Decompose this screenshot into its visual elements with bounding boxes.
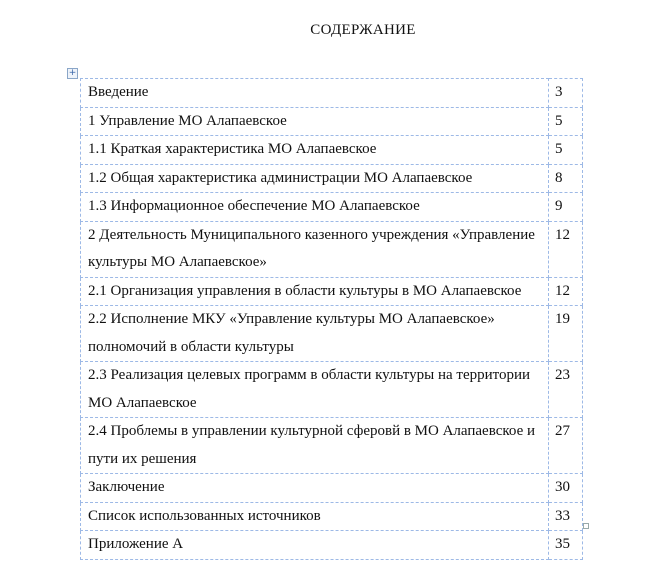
- toc-entry-page[interactable]: 12: [548, 220, 583, 278]
- toc-entry-text[interactable]: Приложение А: [80, 530, 549, 560]
- toc-entry-text[interactable]: 2.1 Организация управления в области кул…: [80, 276, 549, 306]
- toc-entry-page[interactable]: 8: [548, 163, 583, 193]
- toc-entry-page[interactable]: 9: [548, 192, 583, 222]
- toc-row: 2.2 Исполнение МКУ «Управление культуры …: [80, 305, 583, 362]
- toc-entry-text[interactable]: Список использованных источников: [80, 501, 549, 531]
- toc-row: 2.3 Реализация целевых программ в област…: [80, 361, 583, 418]
- toc-row: Список использованных источников 33: [80, 501, 583, 531]
- toc-entry-page[interactable]: 3: [548, 78, 583, 108]
- toc-entry-text[interactable]: 1.2 Общая характеристика администрации М…: [80, 163, 549, 193]
- toc-entry-text[interactable]: 2.4 Проблемы в управлении культурной сфе…: [80, 417, 549, 474]
- toc-entry-text[interactable]: 1.1 Краткая характеристика МО Алапаевско…: [80, 135, 549, 165]
- toc-row: 1 Управление МО Алапаевское 5: [80, 106, 583, 136]
- toc-entry-text[interactable]: Заключение: [80, 473, 549, 503]
- toc-row: 2 Деятельность Муниципального казенного …: [80, 220, 583, 278]
- toc-entry-text[interactable]: 2.3 Реализация целевых программ в област…: [80, 361, 549, 418]
- toc-row: 2.4 Проблемы в управлении культурной сфе…: [80, 417, 583, 474]
- toc-entry-page[interactable]: 30: [548, 473, 583, 503]
- toc-entry-text[interactable]: 1.3 Информационное обеспечение МО Алапае…: [80, 192, 549, 222]
- toc-entry-text[interactable]: 1 Управление МО Алапаевское: [80, 106, 549, 136]
- toc-entry-page[interactable]: 33: [548, 501, 583, 531]
- toc-row: Заключение 30: [80, 473, 583, 503]
- toc-row: Приложение А 35: [80, 530, 583, 560]
- toc-row: 1.1 Краткая характеристика МО Алапаевско…: [80, 135, 583, 165]
- toc-entry-page[interactable]: 35: [548, 530, 583, 560]
- toc-entry-page[interactable]: 12: [548, 276, 583, 306]
- table-resize-handle[interactable]: [583, 523, 589, 529]
- toc-entry-page[interactable]: 5: [548, 106, 583, 136]
- toc-entry-page[interactable]: 5: [548, 135, 583, 165]
- toc-entry-text[interactable]: 2.2 Исполнение МКУ «Управление культуры …: [80, 305, 549, 362]
- toc-entry-page[interactable]: 27: [548, 417, 583, 474]
- toc-entry-page[interactable]: 19: [548, 305, 583, 362]
- toc-entry-text[interactable]: 2 Деятельность Муниципального казенного …: [80, 220, 549, 278]
- toc-table: Введение 3 1 Управление МО Алапаевское 5 1.1…: [80, 78, 583, 560]
- toc-row: 2.1 Организация управления в области кул…: [80, 276, 583, 306]
- table-move-handle-icon[interactable]: +: [67, 68, 78, 79]
- page-title: СОДЕРЖАНИЕ: [310, 22, 416, 38]
- toc-entry-text[interactable]: Введение: [80, 78, 549, 108]
- toc-row: Введение 3: [80, 78, 583, 108]
- toc-row: 1.2 Общая характеристика администрации М…: [80, 163, 583, 193]
- toc-entry-page[interactable]: 23: [548, 361, 583, 418]
- toc-row: 1.3 Информационное обеспечение МО Алапае…: [80, 192, 583, 222]
